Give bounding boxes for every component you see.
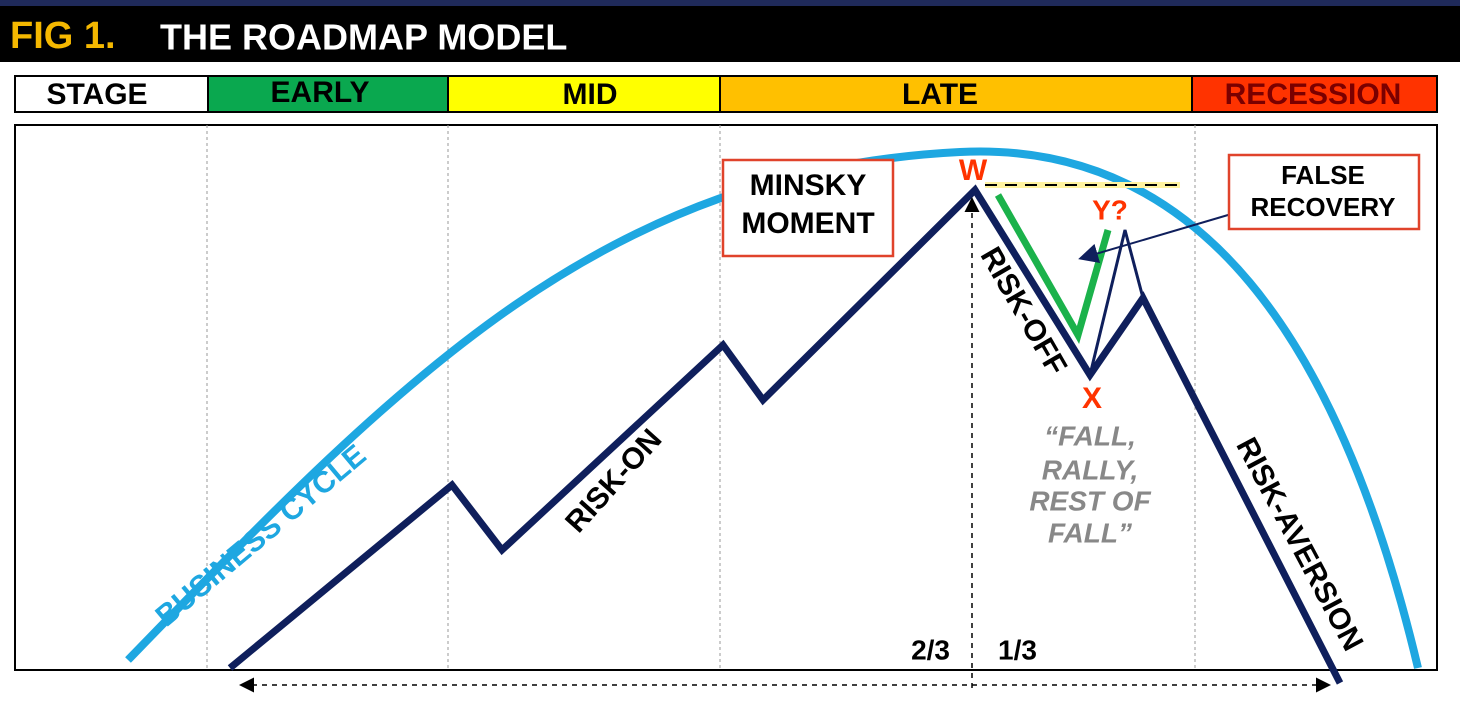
stage-label: MID (563, 78, 618, 111)
header-bar (0, 6, 1460, 62)
top-bar (0, 0, 1460, 6)
stage-cell (719, 75, 1193, 113)
business-cycle-curve (125, 147, 1422, 669)
minsky-box (721, 158, 895, 258)
quote-line: REST OF (1029, 485, 1151, 516)
market-path (227, 184, 1344, 685)
point-w: W (959, 154, 988, 187)
fraction-label: 2/3 (911, 634, 950, 665)
fraction-label: 1/3 (998, 634, 1037, 665)
quote-line: FALL” (1048, 517, 1132, 548)
false-recovery-label: FALSE (1281, 160, 1365, 190)
stage-bar (14, 75, 1438, 113)
stage-cell (1191, 75, 1438, 113)
minsky-label: MOMENT (741, 207, 874, 240)
fig-number: FIG 1. (10, 15, 116, 57)
false-recovery-box (1227, 153, 1421, 231)
fig-title: THE ROADMAP MODEL (160, 17, 567, 58)
quote-line: RALLY, (1042, 454, 1138, 485)
stage-label: RECESSION (1225, 78, 1402, 111)
minsky-label: MINSKY (750, 169, 867, 202)
stage-label: LATE (902, 78, 978, 111)
point-y: Y? (1092, 194, 1128, 225)
stage-cell (207, 75, 449, 113)
green-path (994, 193, 1112, 344)
false-recovery-label: RECOVERY (1251, 192, 1396, 222)
point-x: X (1082, 382, 1102, 415)
stage-label: EARLY (271, 76, 370, 109)
stage-label: STAGE (46, 78, 147, 111)
pointer-arrow (1078, 209, 1246, 264)
stage-cell (447, 75, 721, 113)
quote-line: “FALL, (1044, 420, 1136, 451)
stage-cell (14, 75, 209, 113)
thin-rally-path (1088, 229, 1145, 376)
